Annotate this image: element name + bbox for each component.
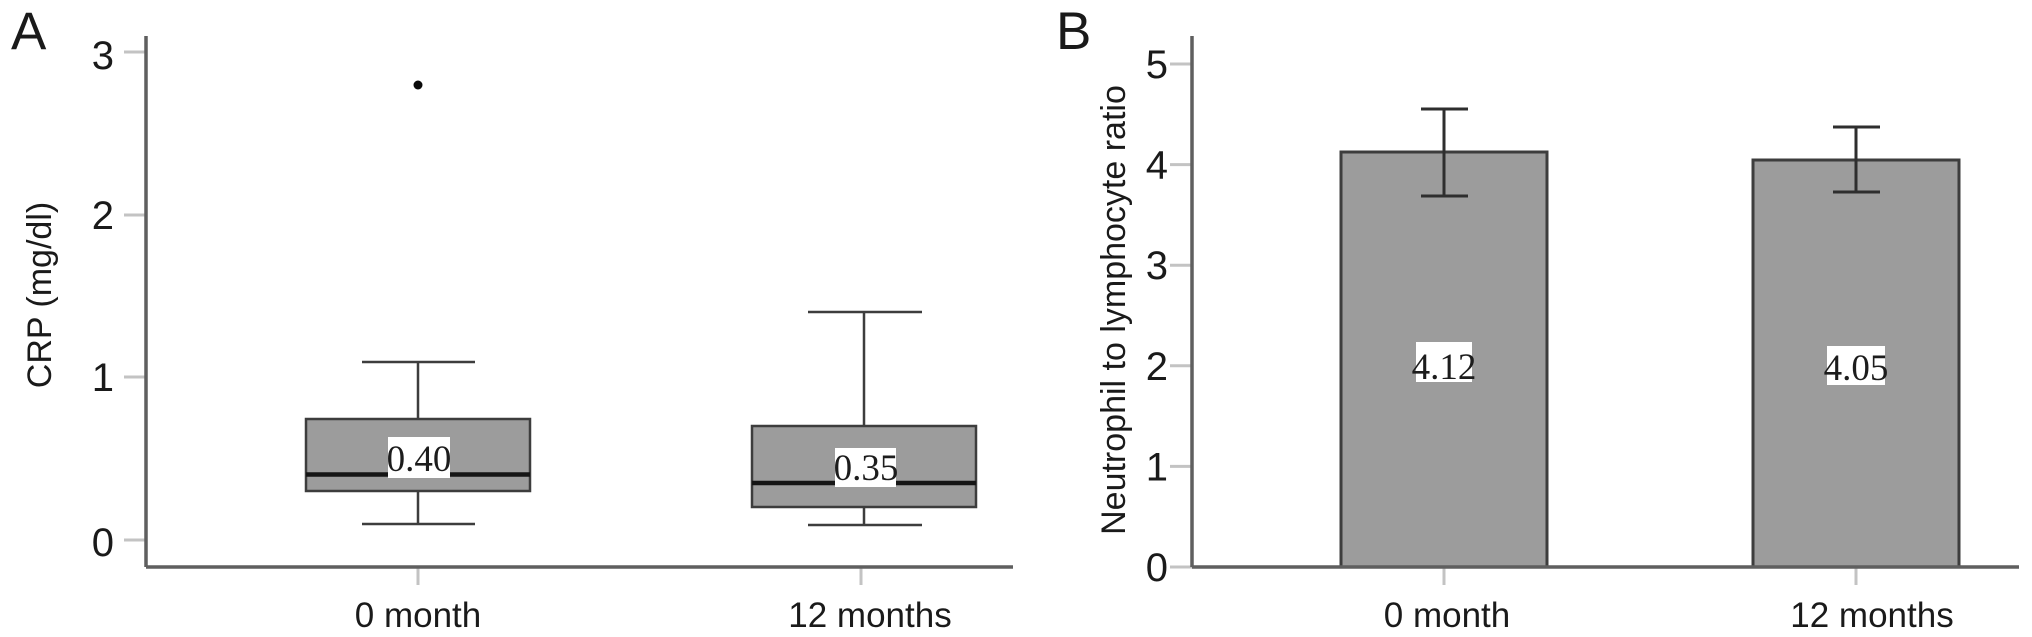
svg-text:0 month: 0 month [1384, 596, 1510, 635]
svg-text:0: 0 [92, 521, 114, 565]
svg-text:2: 2 [1146, 345, 1168, 389]
svg-text:0.40: 0.40 [387, 439, 452, 480]
svg-text:3: 3 [92, 34, 114, 78]
svg-text:3: 3 [1146, 244, 1168, 288]
svg-text:12 months: 12 months [1790, 596, 1953, 635]
svg-text:0.35: 0.35 [834, 448, 899, 489]
svg-text:4: 4 [1146, 144, 1168, 188]
svg-text:5: 5 [1146, 43, 1168, 87]
svg-text:12 months: 12 months [788, 596, 951, 635]
svg-text:1: 1 [92, 356, 114, 400]
svg-text:A: A [11, 2, 47, 61]
svg-text:4.12: 4.12 [1412, 347, 1477, 388]
svg-text:0: 0 [1146, 546, 1168, 590]
svg-text:B: B [1056, 2, 1091, 61]
svg-text:Neutrophil to lymphocyte ratio: Neutrophil to lymphocyte ratio [1095, 85, 1133, 535]
svg-text:2: 2 [92, 194, 114, 238]
svg-text:4.05: 4.05 [1824, 348, 1889, 389]
svg-text:CRP (mg/dl): CRP (mg/dl) [21, 202, 59, 388]
svg-text:1: 1 [1146, 445, 1168, 489]
svg-text:0 month: 0 month [355, 596, 481, 635]
